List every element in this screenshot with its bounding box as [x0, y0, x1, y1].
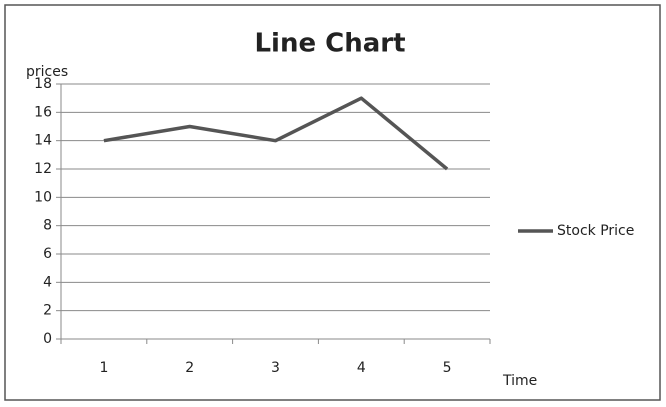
y-tick-label: 2 — [43, 303, 52, 319]
y-tick-label: 14 — [34, 133, 52, 149]
x-tick-label: 5 — [443, 360, 452, 376]
x-tick-label: 1 — [99, 360, 108, 376]
y-axis-label: prices — [26, 64, 68, 80]
y-tick-label: 10 — [34, 189, 52, 205]
y-tick-label: 18 — [34, 76, 52, 92]
legend-label: Stock Price — [557, 223, 634, 239]
chart-frame — [4, 4, 661, 401]
y-tick-label: 6 — [43, 246, 52, 262]
x-tick-label: 3 — [271, 360, 280, 376]
x-axis-label: Time — [502, 373, 537, 389]
data-line — [103, 96, 449, 171]
y-tick-label: 0 — [43, 331, 52, 347]
chart-title: Line Chart — [254, 29, 405, 59]
y-tick-label: 8 — [43, 218, 52, 234]
x-tick-label: 2 — [185, 360, 194, 376]
y-tick-label: 4 — [43, 274, 52, 290]
y-tick-label: 12 — [34, 161, 52, 177]
y-tick-label: 16 — [34, 104, 52, 120]
x-tick-label: 4 — [357, 360, 366, 376]
